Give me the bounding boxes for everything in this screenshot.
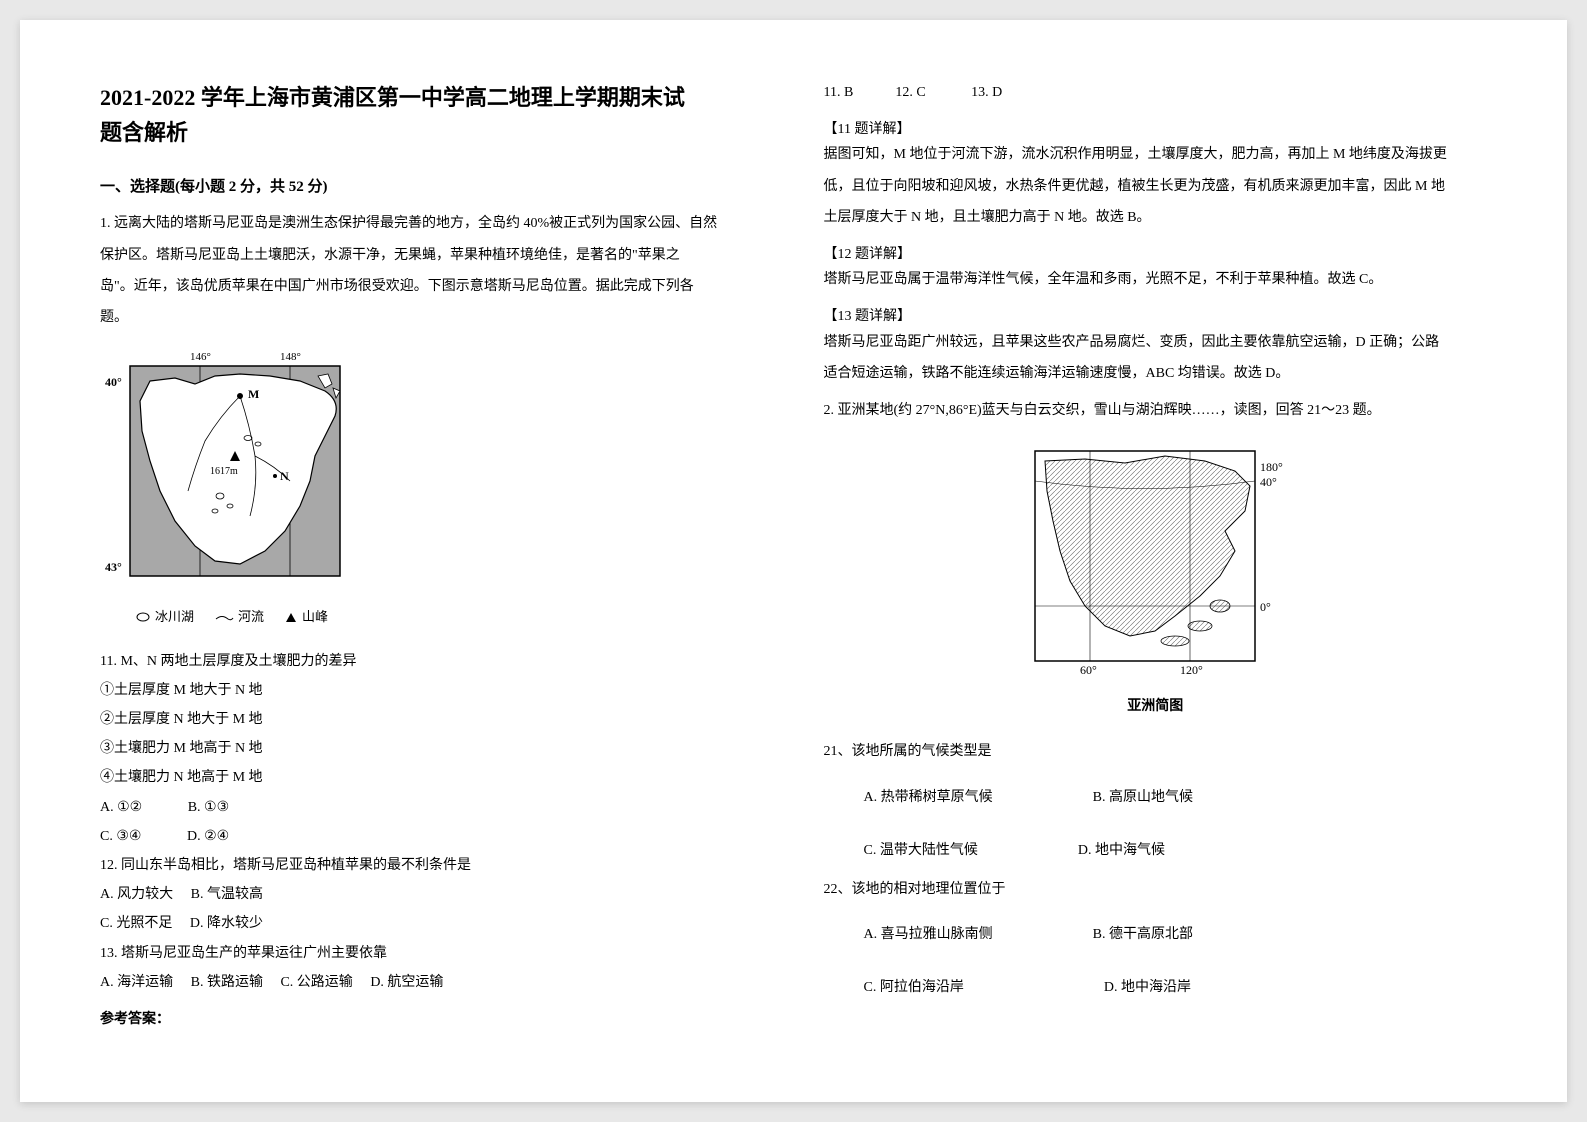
lat-0: 0° xyxy=(1260,600,1271,614)
q13-choices: A. 海洋运输 B. 铁路运输 C. 公路运输 D. 航空运输 xyxy=(100,970,764,995)
q21-c: C. 温带大陆性气候 xyxy=(864,838,978,863)
q12-ab: A. 风力较大 B. 气温较高 xyxy=(100,882,764,907)
q22-a: A. 喜马拉雅山脉南侧 xyxy=(864,922,993,947)
q22-c: C. 阿拉伯海沿岸 xyxy=(864,975,964,1000)
lat-40-asia: 40° xyxy=(1260,475,1277,489)
a13-body-2: 适合短途运输，铁路不能连续运输海洋运输速度慢，ABC 均错误。故选 D。 xyxy=(824,361,1488,386)
exam-title: 2021-2022 学年上海市黄浦区第一中学高二地理上学期期末试 题含解析 xyxy=(100,80,764,150)
legend-glacier: 冰川湖 xyxy=(135,605,194,628)
lon-146: 146° xyxy=(190,351,211,363)
tasmania-map: 146° 148° 40° 43° M 1617m xyxy=(100,346,764,639)
a13-head: 【13 题详解】 xyxy=(824,304,1488,329)
a11-body-2: 低，且位于向阳坡和迎风坡，水热条件更优越，植被生长更为茂盛，有机质来源更加丰富，… xyxy=(824,174,1488,199)
q13-a: A. 海洋运输 xyxy=(100,975,173,990)
q12-a: A. 风力较大 xyxy=(100,887,173,902)
title-line-1: 2021-2022 学年上海市黄浦区第一中学高二地理上学期期末试 xyxy=(100,85,685,110)
q12-b: B. 气温较高 xyxy=(191,887,263,902)
q1-intro-p1: 1. 远离大陆的塔斯马尼亚岛是澳洲生态保护得最完善的地方，全岛约 40%被正式列… xyxy=(100,211,764,236)
q1-intro-p3: 岛"。近年，该岛优质苹果在中国广州市场很受欢迎。下图示意塔斯马尼岛位置。据此完成… xyxy=(100,274,764,299)
lat-43: 43° xyxy=(105,560,122,574)
lat-180: 180° xyxy=(1260,460,1283,474)
q13-c: C. 公路运输 xyxy=(280,975,352,990)
title-line-2: 题含解析 xyxy=(100,120,188,145)
q11-opt1: ①土层厚度 M 地大于 N 地 xyxy=(100,678,764,703)
answers-line: 11. B 12. C 13. D xyxy=(824,80,1488,105)
q13-d: D. 航空运输 xyxy=(370,975,443,990)
q1-intro-p4: 题。 xyxy=(100,305,764,330)
q11-b: B. ①③ xyxy=(188,800,229,815)
asia-map-svg: 180° 40° 0° 60° 120° xyxy=(1025,441,1285,681)
a12-head: 【12 题详解】 xyxy=(824,242,1488,267)
q11-opt2: ②土层厚度 N 地大于 M 地 xyxy=(100,707,764,732)
reference-answer-label: 参考答案： xyxy=(100,1007,764,1032)
q11-opt4: ④土壤肥力 N 地高于 M 地 xyxy=(100,765,764,790)
a13-body-1: 塔斯马尼亚岛距广州较远，且苹果这些农产品易腐烂、变质，因此主要依靠航空运输，D … xyxy=(824,330,1488,355)
left-column: 2021-2022 学年上海市黄浦区第一中学高二地理上学期期末试 题含解析 一、… xyxy=(100,80,764,1042)
q21-row-cd: C. 温带大陆性气候 D. 地中海气候 xyxy=(864,838,1488,863)
q21-a: A. 热带稀树草原气候 xyxy=(864,785,993,810)
lon-60: 60° xyxy=(1080,663,1097,677)
q11-c: C. ③④ xyxy=(100,829,141,844)
q21-stem: 21、该地所属的气候类型是 xyxy=(824,739,1488,764)
legend-river-label: 河流 xyxy=(238,605,264,628)
legend-peak: 山峰 xyxy=(284,605,328,628)
map-legend: 冰川湖 河流 山峰 xyxy=(135,605,764,628)
asia-map: 180° 40° 0° 60° 120° 亚洲简图 xyxy=(824,441,1488,719)
q12-cd: C. 光照不足 D. 降水较少 xyxy=(100,911,764,936)
asia-map-caption: 亚洲简图 xyxy=(824,694,1488,719)
tasmania-map-svg: 146° 148° 40° 43° M 1617m xyxy=(100,346,360,596)
q22-stem: 22、该地的相对地理位置位于 xyxy=(824,877,1488,902)
lon-148: 148° xyxy=(280,351,301,363)
q22-d: D. 地中海沿岸 xyxy=(1104,975,1191,1000)
a11-body-3: 土层厚度大于 N 地，且土壤肥力高于 N 地。故选 B。 xyxy=(824,205,1488,230)
q12-stem: 12. 同山东半岛相比，塔斯马尼亚岛种植苹果的最不利条件是 xyxy=(100,853,764,878)
q22-b: B. 德干高原北部 xyxy=(1093,922,1193,947)
q11-stem: 11. M、N 两地土层厚度及土壤肥力的差异 xyxy=(100,649,764,674)
q13-b: B. 铁路运输 xyxy=(191,975,263,990)
q22-row-cd: C. 阿拉伯海沿岸 D. 地中海沿岸 xyxy=(864,975,1488,1000)
q1-intro-p2: 保护区。塔斯马尼亚岛上土壤肥沃，水源干净，无果蝇，苹果种植环境绝佳，是著名的"苹… xyxy=(100,243,764,268)
legend-river: 河流 xyxy=(214,605,264,628)
a11-body-1: 据图可知，M 地位于河流下游，流水沉积作用明显，土壤厚度大，肥力高，再加上 M … xyxy=(824,142,1488,167)
q21-d: D. 地中海气候 xyxy=(1078,838,1165,863)
peak-height: 1617m xyxy=(210,466,238,477)
q13-stem: 13. 塔斯马尼亚岛生产的苹果运往广州主要依靠 xyxy=(100,941,764,966)
q11-choices-ab: A. ①② B. ①③ xyxy=(100,795,764,820)
point-n-label: N xyxy=(280,469,289,483)
q21-row-ab: A. 热带稀树草原气候 B. 高原山地气候 xyxy=(864,785,1488,810)
q22-row-ab: A. 喜马拉雅山脉南侧 B. 德干高原北部 xyxy=(864,922,1488,947)
q2-stem: 2. 亚洲某地(约 27°N,86°E)蓝天与白云交织，雪山与湖泊辉映……，读图… xyxy=(824,398,1488,423)
q21-b: B. 高原山地气候 xyxy=(1093,785,1193,810)
point-m-label: M xyxy=(248,387,259,401)
q12-d: D. 降水较少 xyxy=(190,916,263,931)
q11-opt3: ③土壤肥力 M 地高于 N 地 xyxy=(100,736,764,761)
lat-40: 40° xyxy=(105,375,122,389)
a11-head: 【11 题详解】 xyxy=(824,117,1488,142)
q11-a: A. ①② xyxy=(100,800,142,815)
section-1-heading: 一、选择题(每小题 2 分，共 52 分) xyxy=(100,174,764,201)
legend-peak-label: 山峰 xyxy=(302,605,328,628)
q11-d: D. ②④ xyxy=(187,829,229,844)
q11-choices-cd: C. ③④ D. ②④ xyxy=(100,824,764,849)
lon-120: 120° xyxy=(1180,663,1203,677)
a12-body: 塔斯马尼亚岛属于温带海洋性气候，全年温和多雨，光照不足，不利于苹果种植。故选 C… xyxy=(824,267,1488,292)
document-page: 2021-2022 学年上海市黄浦区第一中学高二地理上学期期末试 题含解析 一、… xyxy=(20,20,1567,1102)
right-column: 11. B 12. C 13. D 【11 题详解】 据图可知，M 地位于河流下… xyxy=(824,80,1488,1042)
legend-glacier-label: 冰川湖 xyxy=(155,605,194,628)
q12-c: C. 光照不足 xyxy=(100,916,172,931)
